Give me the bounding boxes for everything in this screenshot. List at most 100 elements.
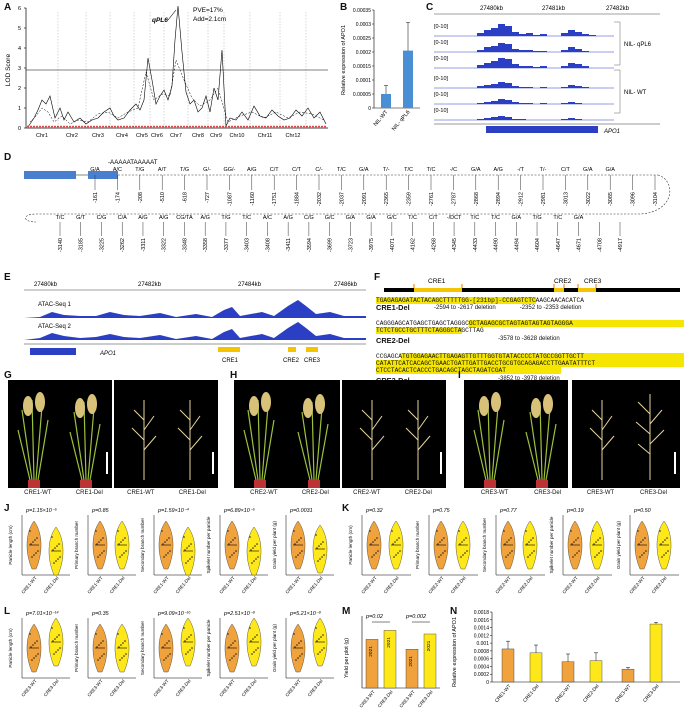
data-point: [667, 550, 669, 552]
y-tick-label: 5: [18, 26, 21, 32]
data-point: [256, 543, 258, 545]
snp-allele: A/G: [159, 215, 168, 221]
cre3-sequence-3: CTCCTACACTCACCCTGACAGCTAGCTAGATCGAT: [376, 367, 684, 374]
data-point: [98, 644, 100, 646]
marker-dot: [300, 125, 302, 128]
snp-allele: G/-: [203, 167, 211, 173]
marker-dot: [255, 125, 257, 128]
data-point: [35, 655, 37, 657]
snp-allele: T/-: [383, 167, 390, 173]
data-point: [398, 537, 400, 539]
snp-position: -4490: [494, 238, 500, 252]
panel-m: M Yield per plot (g) p=0.02 p=0.002 2021…: [340, 606, 445, 711]
cre1-del-range-b: -2352 to -2353 deletion: [519, 305, 582, 311]
data-point: [323, 554, 325, 556]
p-value: p=0.75: [432, 508, 451, 514]
track-scale: [0-10]: [434, 56, 449, 62]
peak-arrow: [167, 9, 177, 21]
data-point: [644, 537, 646, 539]
panicle-photo: [342, 380, 446, 488]
panel-c: C 27480kb 27481kb 27482kb [0-10] [0-10] [0…: [424, 0, 685, 140]
data-point: [251, 653, 253, 655]
panel-j: J Panicle length (cm) p=1.15×10⁻⁵ CRE1-WT C…: [0, 503, 338, 603]
group-label: CRE1-WT: [152, 575, 169, 594]
marker-dot: [51, 125, 53, 128]
snp-allele: A/G: [200, 215, 209, 221]
snp-allele: T/-: [540, 167, 547, 173]
cre-label: CRE1: [222, 358, 239, 364]
data-point: [322, 541, 324, 543]
data-point: [163, 556, 165, 558]
marker-dot: [30, 125, 32, 128]
data-point: [462, 554, 464, 556]
data-point: [169, 550, 171, 552]
snp-position: -1884: [295, 192, 301, 206]
group-label: CRE3-Del: [307, 678, 324, 697]
snp-allele: C/T: [292, 167, 302, 173]
data-point: [250, 640, 252, 642]
marker-dot: [171, 125, 173, 128]
snp-position: -2868: [474, 192, 480, 206]
group-label: CRE1-WT: [284, 575, 301, 594]
panel-l: L Panicle length (cm) p=7.01×10⁻¹⁴ CRE3-WT…: [0, 606, 338, 711]
panel-b: B Relative expression of APO1 0 0.00005 0.…: [338, 0, 424, 140]
data-point: [96, 543, 98, 545]
data-point: [167, 655, 169, 657]
data-point: [664, 539, 666, 541]
snp-allele: T/C: [242, 215, 251, 221]
snp-position: -4071: [390, 238, 396, 252]
data-point: [527, 556, 529, 558]
snp-allele: T/C: [337, 167, 346, 173]
data-point: [442, 552, 444, 554]
panel-i: I CRE3-WT CRE3-Del CRE3-WT CRE3-Del: [456, 370, 685, 500]
y-tick-label: 0.0018: [474, 610, 490, 616]
y-tick-label: 0.0001: [356, 78, 372, 84]
snp-allele: G/A: [512, 215, 522, 221]
snp-allele: G/A: [366, 215, 376, 221]
p-value: p=0.19: [566, 508, 584, 514]
group-label: CRE2-Del: [517, 575, 534, 594]
trait-label: Secondary branch number: [140, 620, 145, 675]
chromosome-label: Chr9: [210, 133, 222, 139]
snp-allele: A/T: [158, 167, 167, 173]
data-point: [121, 657, 123, 659]
marker-dot: [240, 125, 242, 128]
data-point: [230, 541, 232, 543]
snp-allele: CG/TA: [176, 215, 193, 221]
data-point: [374, 539, 376, 541]
group-label: CRE3-Del: [377, 689, 394, 708]
group-label: CRE1-Del: [241, 575, 258, 594]
trait-label: Primary branch number: [74, 521, 79, 569]
marker-dot: [126, 125, 128, 128]
data-point: [461, 541, 463, 543]
photo-label: CRE1-Del: [178, 490, 206, 496]
data-point: [460, 556, 462, 558]
data-point: [300, 640, 302, 642]
data-point: [33, 657, 35, 659]
data-point: [296, 644, 298, 646]
group-label: CRE3-Del: [43, 678, 60, 697]
trait-label: Panicle length (cm): [8, 525, 13, 565]
marker-dot: [222, 125, 224, 128]
y-tick-label: 0.0008: [474, 649, 490, 655]
data-point: [256, 634, 258, 636]
data-point: [52, 640, 54, 642]
data-point: [100, 642, 102, 644]
chromosome-label: Chr12: [286, 133, 301, 139]
photo-label: CRE1-WT: [127, 490, 155, 496]
data-point: [505, 556, 507, 558]
marker-dot: [132, 125, 134, 128]
data-point: [459, 543, 461, 545]
data-point: [123, 655, 125, 657]
bar: [365, 639, 379, 689]
data-point: [229, 556, 231, 558]
snp-map: -AAAAATAAAAAT -161 G/A -174 A/C -208 T/G -510 A…: [24, 159, 671, 252]
panel-letter: M: [342, 606, 351, 617]
marker-dot: [123, 125, 125, 128]
marker-dot: [63, 125, 65, 128]
snp-allele: A/G: [138, 215, 147, 221]
data-point: [373, 554, 375, 556]
data-point: [95, 633, 97, 635]
data-point: [30, 646, 32, 648]
p-value: p=0.32: [365, 508, 383, 514]
